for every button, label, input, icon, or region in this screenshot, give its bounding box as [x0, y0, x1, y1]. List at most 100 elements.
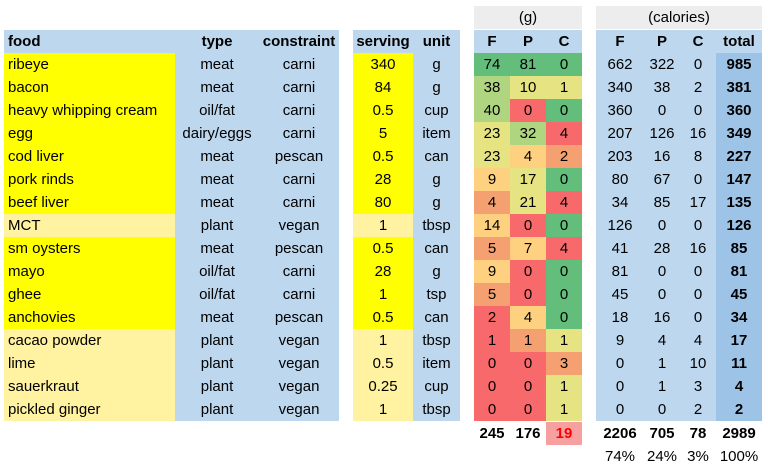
- type-cell: oil/fat: [175, 99, 259, 122]
- type-cell: meat: [175, 168, 259, 191]
- grams-f-cell: 0: [474, 398, 510, 421]
- type-cell: plant: [175, 375, 259, 398]
- cal-p-cell: 1: [644, 375, 680, 398]
- grams-f-cell: 1: [474, 329, 510, 352]
- unit-cell: g: [413, 53, 460, 76]
- total-cell: 34: [716, 306, 762, 329]
- header-cal-c: C: [680, 30, 716, 53]
- unit-cell: tbsp: [413, 398, 460, 421]
- cal-p-cell: 0: [644, 214, 680, 237]
- cal-c-cell: 2: [680, 76, 716, 99]
- grams-p-cell: 4: [510, 306, 546, 329]
- cal-p-cell: 38: [644, 76, 680, 99]
- serving-cell: 1: [353, 283, 413, 306]
- total-cell: 985: [716, 53, 762, 76]
- cal-c-cell: 3: [680, 375, 716, 398]
- food-cell: cacao powder: [4, 329, 175, 352]
- cal-p-cell: 0: [644, 398, 680, 421]
- grams-p-cell: 0: [510, 99, 546, 122]
- cal-f-cell: 0: [596, 398, 644, 421]
- grams-c-cell: 4: [546, 122, 582, 145]
- header-grams-f: F: [474, 30, 510, 53]
- cal-f-cell: 80: [596, 168, 644, 191]
- percent-c: 3%: [687, 448, 709, 465]
- constraint-cell: carni: [259, 191, 339, 214]
- unit-cell: can: [413, 145, 460, 168]
- cal-p-cell: 67: [644, 168, 680, 191]
- type-cell: oil/fat: [175, 260, 259, 283]
- cal-c-cell: 0: [680, 168, 716, 191]
- grams-p-cell: 32: [510, 122, 546, 145]
- cal-p-cell: 0: [644, 283, 680, 306]
- food-cell: sauerkraut: [4, 375, 175, 398]
- cal-p-cell: 16: [644, 306, 680, 329]
- cal-f-cell: 360: [596, 99, 644, 122]
- grams-p-cell: 0: [510, 398, 546, 421]
- grams-f-cell: 74: [474, 53, 510, 76]
- grams-c-cell: 0: [546, 168, 582, 191]
- serving-cell: 5: [353, 122, 413, 145]
- header-cal-p: P: [644, 30, 680, 53]
- total-grams-c: 19: [546, 422, 582, 445]
- food-cell: pork rinds: [4, 168, 175, 191]
- cal-f-cell: 207: [596, 122, 644, 145]
- cal-c-cell: 0: [680, 214, 716, 237]
- grams-f-cell: 23: [474, 122, 510, 145]
- type-cell: meat: [175, 76, 259, 99]
- serving-cell: 0.5: [353, 145, 413, 168]
- total-cell: 360: [716, 99, 762, 122]
- cal-p-cell: 0: [644, 260, 680, 283]
- food-cell: mayo: [4, 260, 175, 283]
- cal-p-cell: 322: [644, 53, 680, 76]
- constraint-cell: carni: [259, 76, 339, 99]
- grams-c-cell: 0: [546, 260, 582, 283]
- total-cell: 17: [716, 329, 762, 352]
- grams-f-cell: 38: [474, 76, 510, 99]
- unit-cell: g: [413, 168, 460, 191]
- grams-c-cell: 3: [546, 352, 582, 375]
- constraint-cell: carni: [259, 53, 339, 76]
- header-grams-p: P: [510, 30, 546, 53]
- grams-c-cell: 1: [546, 398, 582, 421]
- grams-c-cell: 1: [546, 76, 582, 99]
- grams-p-cell: 17: [510, 168, 546, 191]
- total-cell: 349: [716, 122, 762, 145]
- grams-f-cell: 5: [474, 283, 510, 306]
- total-cal-f: 2206: [603, 425, 637, 442]
- cal-c-cell: 0: [680, 99, 716, 122]
- grams-f-cell: 0: [474, 352, 510, 375]
- grams-p-cell: 0: [510, 260, 546, 283]
- total-cell: 126: [716, 214, 762, 237]
- percent-p: 24%: [646, 448, 678, 465]
- total-cal-c: 78: [689, 425, 707, 442]
- unit-cell: tbsp: [413, 214, 460, 237]
- grams-p-cell: 0: [510, 352, 546, 375]
- grams-p-cell: 0: [510, 375, 546, 398]
- constraint-cell: pescan: [259, 306, 339, 329]
- food-cell: egg: [4, 122, 175, 145]
- header-total: total: [716, 30, 762, 53]
- total-cell: 45: [716, 283, 762, 306]
- grams-c-cell: 0: [546, 53, 582, 76]
- serving-cell: 1: [353, 329, 413, 352]
- serving-cell: 80: [353, 191, 413, 214]
- cal-p-cell: 16: [644, 145, 680, 168]
- serving-cell: 28: [353, 260, 413, 283]
- serving-cell: 0.25: [353, 375, 413, 398]
- type-cell: oil/fat: [175, 283, 259, 306]
- grams-c-cell: 1: [546, 329, 582, 352]
- grams-group-header: (g): [474, 6, 582, 29]
- cal-f-cell: 18: [596, 306, 644, 329]
- type-cell: meat: [175, 237, 259, 260]
- serving-cell: 340: [353, 53, 413, 76]
- cal-p-cell: 4: [644, 329, 680, 352]
- unit-cell: g: [413, 191, 460, 214]
- cal-p-cell: 85: [644, 191, 680, 214]
- grams-c-cell: 4: [546, 191, 582, 214]
- cal-p-cell: 1: [644, 352, 680, 375]
- cal-c-cell: 16: [680, 237, 716, 260]
- grams-f-cell: 4: [474, 191, 510, 214]
- grams-c-cell: 0: [546, 283, 582, 306]
- cal-f-cell: 662: [596, 53, 644, 76]
- total-cal-p: 705: [649, 425, 675, 442]
